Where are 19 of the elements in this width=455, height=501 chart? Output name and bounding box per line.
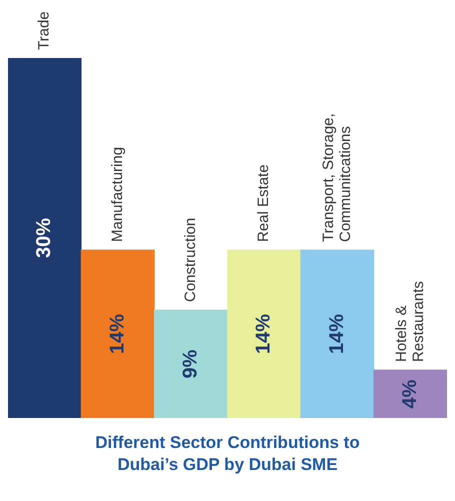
bar [154, 310, 228, 418]
data-label: 30% [33, 218, 56, 258]
data-label: 14% [106, 314, 128, 354]
data-label: 14% [326, 314, 348, 354]
x-tick-label: Real Estate [255, 164, 272, 242]
bar [300, 250, 374, 418]
bar [8, 58, 82, 418]
x-tick-label: Manufacturing [108, 146, 126, 242]
data-label: 14% [252, 314, 275, 354]
bar [374, 370, 447, 418]
text: Different Sector Contributions to Dubai’s GDP by Dubai SME [94, 432, 361, 476]
x-tick-label: Transport, Storage, Communitcations [320, 113, 354, 242]
bar [80, 250, 155, 418]
x-tick-label: Construction [182, 218, 200, 302]
data-label: 9% [179, 349, 202, 378]
data-label: 4% [398, 379, 421, 408]
bar [227, 250, 301, 418]
x-tick-label: Hotels & Restaurants [393, 281, 428, 362]
x-tick-label: Trade [36, 11, 53, 50]
